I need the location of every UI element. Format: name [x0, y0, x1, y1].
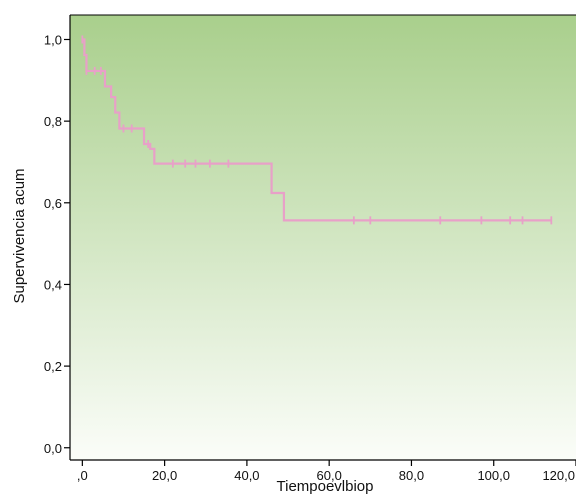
x-tick-label: 20,0	[152, 468, 177, 483]
y-tick-label: 0,6	[44, 196, 62, 211]
x-tick-label: ,0	[77, 468, 88, 483]
chart-marks	[81, 35, 553, 225]
x-axis-title: Tiempoevlbiop	[277, 478, 374, 495]
y-axis-title: Supervivencia acum	[11, 168, 28, 303]
x-tick-label: 40,0	[234, 468, 259, 483]
y-tick-label: 0,0	[44, 441, 62, 456]
y-tick-label: 0,8	[44, 114, 62, 129]
x-tick-label: 100,0	[477, 468, 510, 483]
axes	[64, 14, 576, 466]
plot-background	[70, 15, 576, 460]
y-tick-label: 0,4	[44, 277, 62, 292]
y-tick-label: 1,0	[44, 32, 62, 47]
x-tick-label: 80,0	[399, 468, 424, 483]
y-tick-label: 0,2	[44, 359, 62, 374]
tick-labels: 0,0 0,2 0,4 0,6 0,8 1,0 ,0 20,0 40,0 60,0 80,0 100,…	[44, 32, 575, 483]
x-tick-label: 60,0	[317, 468, 342, 483]
x-tick-label: 120,0	[542, 468, 575, 483]
